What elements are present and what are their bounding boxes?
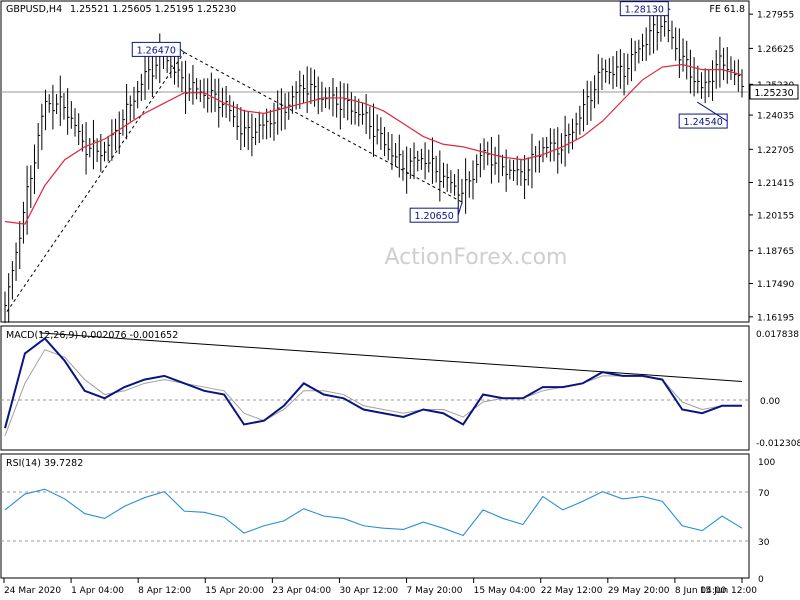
price-tick-label: 1.27955 <box>757 11 794 21</box>
macd-axis: 0.017838 0.00 -0.012308 <box>756 330 800 449</box>
current-price-value: 1.25230 <box>754 88 793 99</box>
price-tick-label: 1.26625 <box>757 45 794 55</box>
macd-header: MACD(12,26,9) 0.002076 -0.001652 <box>6 330 178 341</box>
time-tick-label: 8 Apr 12:00 <box>138 586 191 596</box>
watermark: ActionForex.com <box>385 245 568 270</box>
price-label: 1.26470 <box>137 45 176 56</box>
price-label: 1.28130 <box>625 5 664 16</box>
dashed-trendline <box>184 51 463 203</box>
rsi-axis-100: 100 <box>758 458 775 468</box>
time-tick-label: 23 Apr 04:00 <box>272 586 331 596</box>
time-tick-label: 7 May 20:00 <box>407 586 463 596</box>
rsi-axis-30: 30 <box>758 538 770 548</box>
chart-header-symbol: GBPUSD,H4 <box>6 4 62 15</box>
price-label-leader <box>668 8 671 11</box>
price-tick-label: 1.22705 <box>757 146 794 156</box>
price-label-leader <box>179 48 185 53</box>
price-label-leader <box>696 101 728 122</box>
price-tick-label: 1.18765 <box>757 247 794 257</box>
time-tick-label: 24 Mar 2020 <box>4 586 61 596</box>
macd-trendline <box>39 332 743 382</box>
macd-panel-frame <box>0 325 750 451</box>
rsi-line <box>4 488 743 537</box>
current-price-tag: 1.25230 <box>749 84 799 100</box>
price-panel-frame <box>0 0 750 323</box>
price-tick-label: 1.17490 <box>757 280 794 290</box>
macd-axis-zero: 0.00 <box>760 397 780 407</box>
time-axis: 24 Mar 2020 1 Apr 04:00 8 Apr 12:00 15 Apr … <box>3 578 757 596</box>
price-panel: ActionForex.com 1.264701.206501.281301.2… <box>0 0 750 324</box>
dashed-trendlines <box>6 51 463 312</box>
time-tick-label: 1 Apr 04:00 <box>71 586 124 596</box>
price-tick-label: 1.21415 <box>757 179 794 189</box>
time-tick-label: 22 May 12:00 <box>541 586 603 596</box>
price-annotations: 1.26470 1.20650 1.28130 1.24540 <box>131 1 728 223</box>
dashed-trendline <box>6 52 185 312</box>
price-axis: 1.27955 1.26625 1.25230 1.24035 1.22705 1.214… <box>749 11 794 323</box>
price-tick-label: 1.24035 <box>757 112 794 122</box>
fe-label: FE 61.8 <box>709 4 745 15</box>
rsi-panel-frame <box>0 453 750 579</box>
time-tick-label: 8 Jun 04:00 <box>675 586 727 596</box>
price-label: 1.24540 <box>684 117 723 128</box>
chart-header-ohlc: 1.25521 1.25605 1.25195 1.25230 <box>70 4 236 15</box>
rsi-axis-0: 0 <box>758 575 764 585</box>
time-tick-label: 29 May 20:00 <box>608 586 670 596</box>
macd-main-line <box>4 337 742 429</box>
macd-axis-bottom: -0.012308 <box>756 439 800 449</box>
price-label-leader <box>457 202 463 216</box>
time-tick-label: 30 Apr 12:00 <box>339 586 398 596</box>
price-tick-label: 1.20155 <box>757 211 794 221</box>
rsi-header: RSI(14) 39.7282 <box>6 458 83 469</box>
price-label: 1.20650 <box>414 211 453 222</box>
macd-axis-top: 0.017838 <box>756 330 799 340</box>
macd-panel: MACD(12,26,9) 0.002076 -0.001652 <box>0 325 750 451</box>
current-price-box <box>749 84 799 100</box>
price-tick-label: 1.16195 <box>757 313 794 323</box>
rsi-axis: 100 70 30 0 <box>758 458 775 585</box>
time-tick-label: 15 May 04:00 <box>474 586 536 596</box>
time-tick-label: 15 Jun 12:00 <box>700 586 757 596</box>
time-tick-label: 15 Apr 20:00 <box>205 586 264 596</box>
price-bars <box>4 6 744 324</box>
rsi-axis-70: 70 <box>758 489 770 499</box>
moving-average-line <box>4 63 743 225</box>
rsi-panel: RSI(14) 39.7282 <box>0 453 750 579</box>
